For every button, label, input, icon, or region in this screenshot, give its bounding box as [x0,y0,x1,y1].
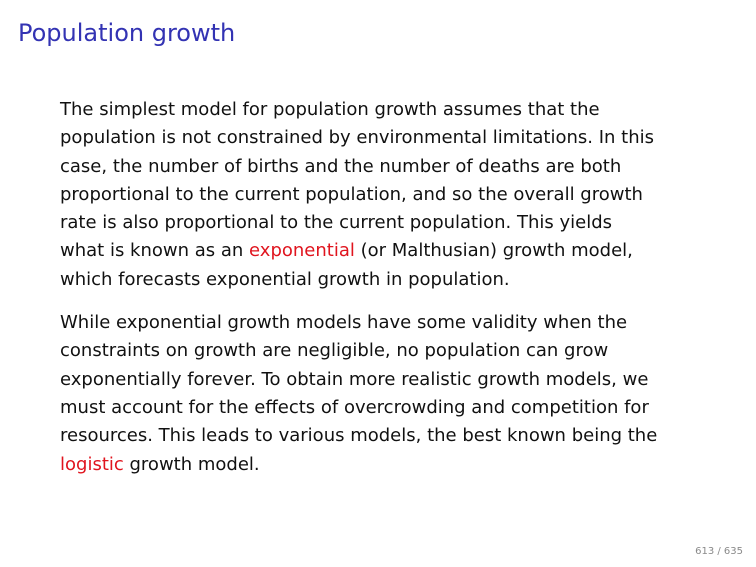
text-segment: growth model. [123,453,260,475]
text-segment: proportional to the current population, … [60,183,643,205]
text-segment: population is not constrained by environ… [60,127,655,149]
emphasized-term: exponential [249,240,355,262]
text-segment: rate is also proportional to the current… [60,212,613,234]
text-line: proportional to the current population, … [60,181,710,209]
body-paragraph: The simplest model for population growth… [60,96,710,294]
text-line: exponentially forever. To obtain more re… [60,366,710,394]
text-line: which forecasts exponential growth in po… [60,266,710,294]
text-segment: resources. This leads to various models,… [60,425,658,447]
text-segment: which forecasts exponential growth in po… [60,268,510,290]
text-segment: exponentially forever. To obtain more re… [60,368,649,390]
slide-body: The simplest model for population growth… [60,96,710,479]
text-segment: what is known as an [60,240,250,262]
body-paragraph: While exponential growth models have som… [60,309,710,479]
text-segment: While exponential growth models have som… [60,312,628,334]
slide-title: Population growth [18,19,236,47]
page-number: 613 / 635 [695,546,743,557]
text-segment: The simplest model for population growth… [60,99,600,120]
text-line: resources. This leads to various models,… [60,422,710,450]
text-line: what is known as an exponential (or Malt… [60,237,710,265]
text-line: case, the number of births and the numbe… [60,153,710,181]
emphasized-term: logistic [60,453,124,475]
text-line: logistic growth model. [60,451,710,479]
text-line: must account for the effects of overcrow… [60,394,710,422]
text-line: population is not constrained by environ… [60,124,710,152]
text-segment: case, the number of births and the numbe… [60,155,622,177]
text-line: constraints on growth are negligible, no… [60,337,710,365]
text-line: The simplest model for population growth… [60,96,710,124]
text-line: While exponential growth models have som… [60,309,710,337]
text-line: rate is also proportional to the current… [60,209,710,237]
text-segment: (or Malthusian) growth model, [354,240,633,262]
text-segment: must account for the effects of overcrow… [60,396,649,418]
text-segment: constraints on growth are negligible, no… [60,340,609,362]
